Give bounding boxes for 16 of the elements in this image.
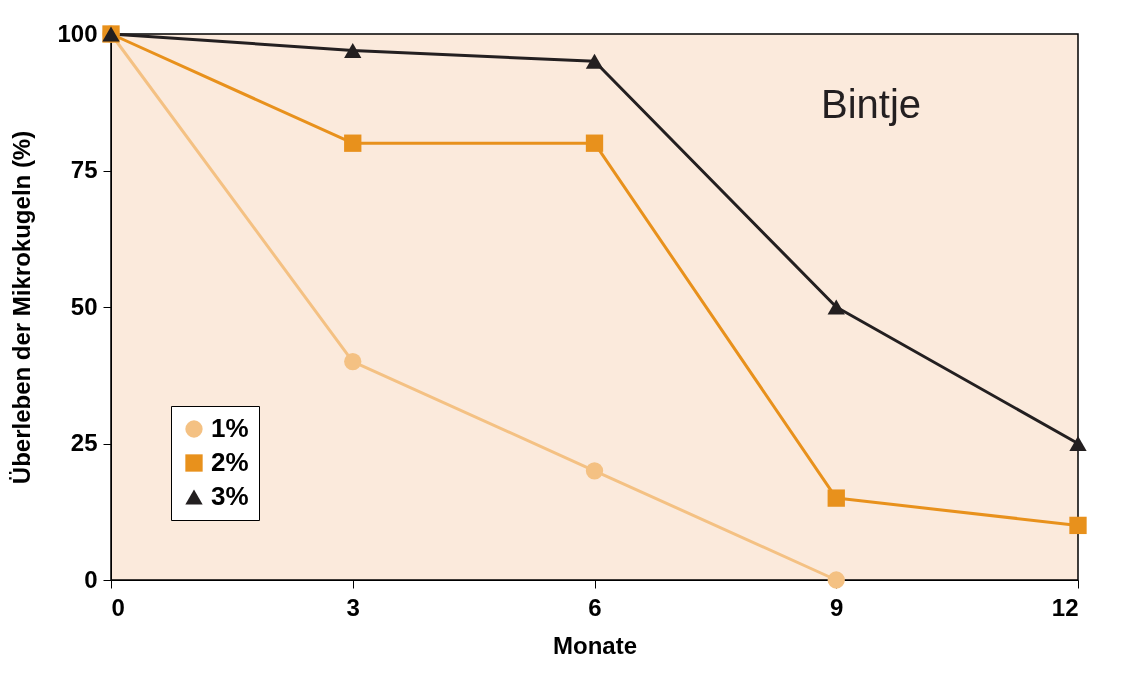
annotation: Bintje — [820, 82, 922, 126]
x-tick-label: 9 — [830, 593, 844, 621]
legend-label: 1% — [211, 413, 249, 443]
y-tick-label: 75 — [70, 156, 98, 183]
x-tick-label: 0 — [111, 593, 125, 621]
x-tick-label: 3 — [346, 593, 360, 621]
y-axis-title: Überleben der Mikrokugeln (%) — [8, 130, 36, 485]
x-axis-title: Monate — [553, 631, 637, 659]
x-tick-label: 6 — [588, 593, 602, 621]
legend-label: 3% — [211, 481, 249, 511]
y-tick-label: 0 — [84, 565, 98, 593]
legend-label: 2% — [211, 447, 249, 477]
x-tick-label: 12 — [1051, 593, 1079, 621]
y-tick-label: 50 — [70, 292, 98, 320]
y-tick-label: 25 — [70, 429, 98, 456]
y-tick-label: 100 — [57, 19, 98, 47]
